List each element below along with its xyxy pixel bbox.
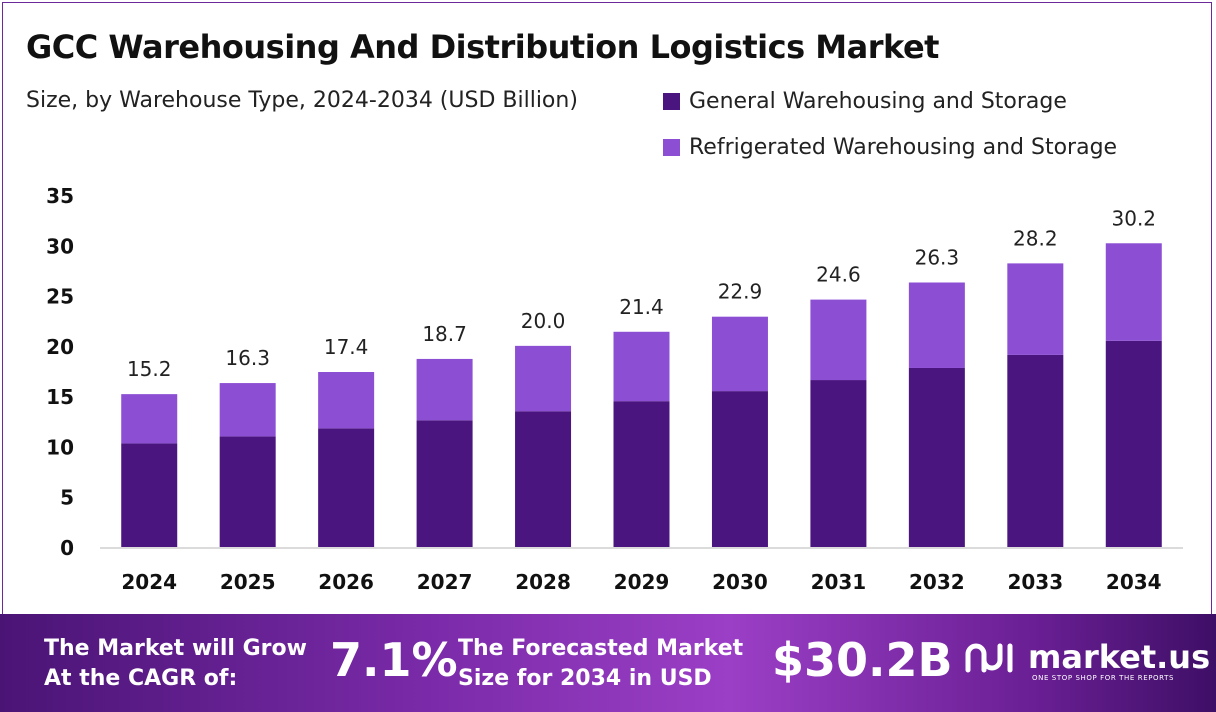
bar-segment-refrigerated: [121, 394, 178, 444]
market-us-logo[interactable]: market.us: [964, 640, 1210, 674]
y-tick-label: 20: [46, 335, 74, 359]
x-tick-label: 2030: [712, 570, 768, 594]
x-tick-label: 2029: [614, 570, 670, 594]
bar-segment-refrigerated: [908, 282, 965, 368]
bar-segment-refrigerated: [1007, 263, 1064, 355]
y-tick-label: 25: [46, 285, 74, 309]
bar-segment-refrigerated: [219, 383, 276, 437]
bar-total-label: 24.6: [816, 263, 861, 287]
bar-segment-general: [810, 380, 867, 547]
forecast-label-line1: The Forecasted Market: [458, 636, 744, 661]
bar-total-label: 15.2: [127, 357, 172, 381]
y-tick-label: 35: [46, 184, 74, 208]
y-tick-label: 10: [46, 435, 74, 459]
bar-segment-general: [1105, 340, 1162, 547]
bar-total-label: 22.9: [718, 280, 763, 304]
bar-total-label: 20.0: [521, 309, 566, 333]
chart-subtitle: Size, by Warehouse Type, 2024-2034 (USD …: [26, 88, 578, 113]
bar-segment-general: [416, 420, 473, 547]
bar-segment-refrigerated: [711, 316, 768, 392]
bar-total-label: 16.3: [225, 346, 270, 370]
legend-swatch-general: [663, 93, 680, 110]
chart-title: GCC Warehousing And Distribution Logisti…: [26, 28, 939, 66]
bar-segment-general: [1007, 354, 1064, 547]
market-us-logo-icon: [965, 643, 1013, 673]
x-tick-label: 2028: [515, 570, 571, 594]
forecast-label-line2: Size for 2034 in USD: [458, 666, 712, 691]
bar-segment-refrigerated: [613, 331, 670, 402]
legend-item-refrigerated: Refrigerated Warehousing and Storage: [663, 135, 1117, 160]
summary-banner: The Market will Grow At the CAGR of: 7.1…: [0, 614, 1216, 712]
bar-total-label: 26.3: [915, 245, 960, 269]
logo-text: market.us: [1028, 638, 1211, 676]
bar-total-label: 28.2: [1013, 226, 1058, 250]
x-tick-label: 2025: [220, 570, 276, 594]
legend-label-general: General Warehousing and Storage: [689, 89, 1067, 114]
x-tick-label: 2026: [318, 570, 374, 594]
bar-segment-general: [908, 367, 965, 547]
y-tick-label: 0: [60, 536, 74, 560]
logo-tagline: ONE STOP SHOP FOR THE REPORTS: [1032, 674, 1175, 682]
legend-swatch-refrigerated: [663, 139, 680, 156]
bar-chart: 0510152025303515.2202416.3202517.4202618…: [46, 184, 1183, 594]
legend-label-refrigerated: Refrigerated Warehousing and Storage: [689, 135, 1118, 160]
y-tick-label: 15: [46, 385, 74, 409]
bar-segment-refrigerated: [515, 345, 572, 412]
bar-total-label: 30.2: [1112, 206, 1157, 230]
legend-item-general: General Warehousing and Storage: [663, 89, 1067, 114]
forecast-value: $30.2B: [772, 633, 953, 687]
bar-segment-refrigerated: [1105, 243, 1162, 341]
bar-segment-general: [219, 436, 276, 547]
bar-segment-refrigerated: [318, 372, 375, 429]
bar-total-label: 18.7: [422, 322, 467, 346]
x-tick-label: 2027: [417, 570, 473, 594]
bar-segment-refrigerated: [416, 358, 473, 421]
cagr-label-line2: At the CAGR of:: [44, 666, 238, 691]
bar-segment-general: [711, 391, 768, 547]
x-tick-label: 2034: [1106, 570, 1162, 594]
bar-total-label: 21.4: [619, 295, 664, 319]
y-tick-label: 5: [60, 486, 74, 510]
x-tick-label: 2032: [909, 570, 965, 594]
bar-segment-general: [515, 411, 572, 547]
x-tick-label: 2031: [811, 570, 867, 594]
x-tick-label: 2033: [1007, 570, 1063, 594]
cagr-value: 7.1%: [330, 633, 458, 687]
x-tick-label: 2024: [121, 570, 177, 594]
bar-segment-general: [318, 428, 375, 547]
bar-total-label: 17.4: [324, 335, 369, 359]
bar-segment-general: [613, 401, 670, 547]
bar-segment-general: [121, 443, 178, 547]
cagr-label-line1: The Market will Grow: [44, 636, 307, 661]
bar-segment-refrigerated: [810, 299, 867, 381]
y-tick-label: 30: [46, 234, 74, 258]
